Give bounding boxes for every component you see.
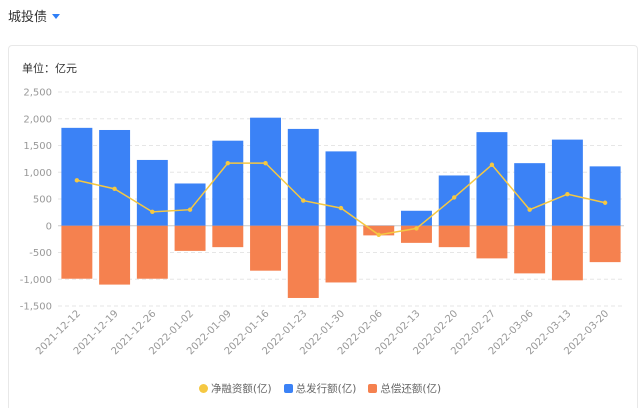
y-tick-label: -1,500 [20, 302, 52, 313]
y-tick-label: 1,500 [23, 141, 52, 152]
legend-label: 总偿还额(亿) [380, 383, 442, 395]
issuance-bar[interactable] [400, 210, 432, 226]
legend-item[interactable]: 净融资额(亿) [198, 381, 272, 396]
legend-marker [198, 384, 208, 393]
net-financing-point[interactable] [452, 195, 457, 200]
net-financing-point[interactable] [414, 226, 419, 231]
y-tick-label: 0 [46, 221, 52, 232]
y-axis: 2,500 2,000 1,500 1,000 500 0 -500 -1,000 -1,500 [20, 88, 52, 313]
issuance-bar[interactable] [287, 128, 319, 226]
net-financing-point[interactable] [376, 232, 381, 238]
bond-type-dropdown[interactable]: 城投债 [8, 5, 61, 25]
issuance-bar[interactable] [514, 163, 546, 226]
repayment-bar[interactable] [551, 225, 583, 281]
issuance-bar[interactable] [212, 140, 244, 226]
net-financing-point[interactable] [527, 207, 532, 212]
repayment-bar[interactable] [212, 225, 244, 248]
repayment-bar[interactable] [250, 225, 282, 271]
issuance-bar[interactable] [476, 132, 508, 226]
y-tick-label: 500 [33, 195, 52, 206]
y-tick-label: 2,000 [23, 114, 52, 125]
y-tick-label: -500 [29, 248, 52, 259]
issuance-bar[interactable] [589, 166, 621, 226]
legend-marker [283, 384, 293, 393]
y-tick-label: 2,500 [23, 88, 52, 99]
net-financing-point[interactable] [263, 160, 268, 166]
issuance-bar[interactable] [250, 117, 282, 226]
chevron-down-icon [52, 13, 61, 19]
net-financing-point[interactable] [565, 191, 570, 197]
repayment-bar[interactable] [136, 225, 168, 279]
issuance-bar[interactable] [438, 175, 470, 226]
repayment-bar[interactable] [476, 225, 508, 259]
net-financing-point[interactable] [150, 209, 155, 215]
net-financing-point[interactable] [489, 162, 495, 167]
repayment-bar[interactable] [174, 225, 206, 251]
repayment-bar[interactable] [438, 225, 470, 248]
issuance-bar[interactable] [325, 151, 357, 226]
y-tick-label: 1,000 [23, 168, 52, 179]
net-financing-point[interactable] [225, 160, 230, 166]
repayment-bar[interactable] [99, 225, 131, 285]
legend-label: 净融资额(亿) [210, 383, 272, 395]
issuance-bar[interactable] [136, 159, 168, 226]
legend-item[interactable]: 总偿还额(亿) [368, 381, 441, 396]
legend-label: 总发行额(亿) [295, 383, 357, 395]
x-axis: 2021-12-122021-12-192021-12-262022-01-02… [34, 308, 611, 357]
bars [61, 117, 621, 298]
net-financing-line [74, 160, 608, 238]
net-financing-point[interactable] [187, 207, 193, 212]
issuance-bar[interactable] [174, 183, 206, 226]
y-tick-label: -1,000 [20, 275, 52, 286]
unit-label: 单位：亿元 [22, 62, 77, 75]
issuance-bar[interactable] [99, 129, 131, 226]
net-financing-point[interactable] [74, 178, 80, 183]
legend: 净融资额(亿) 总发行额(亿) 总偿还额(亿) [0, 381, 640, 396]
repayment-bar[interactable] [514, 225, 546, 274]
legend-marker [368, 384, 378, 393]
repayment-bar[interactable] [61, 225, 93, 279]
repayment-bar[interactable] [287, 225, 319, 298]
repayment-bar[interactable] [325, 225, 357, 283]
issuance-bar[interactable] [61, 127, 93, 226]
legend-item[interactable]: 总发行额(亿) [283, 381, 357, 396]
bond-type-label: 城投债 [8, 9, 48, 25]
issuance-bar[interactable] [551, 139, 583, 226]
net-financing-point[interactable] [602, 200, 608, 205]
net-financing-point[interactable] [112, 186, 117, 192]
repayment-bar[interactable] [589, 225, 621, 263]
net-financing-point[interactable] [338, 205, 344, 211]
repayment-bar[interactable] [363, 225, 395, 236]
net-financing-point[interactable] [301, 198, 306, 203]
